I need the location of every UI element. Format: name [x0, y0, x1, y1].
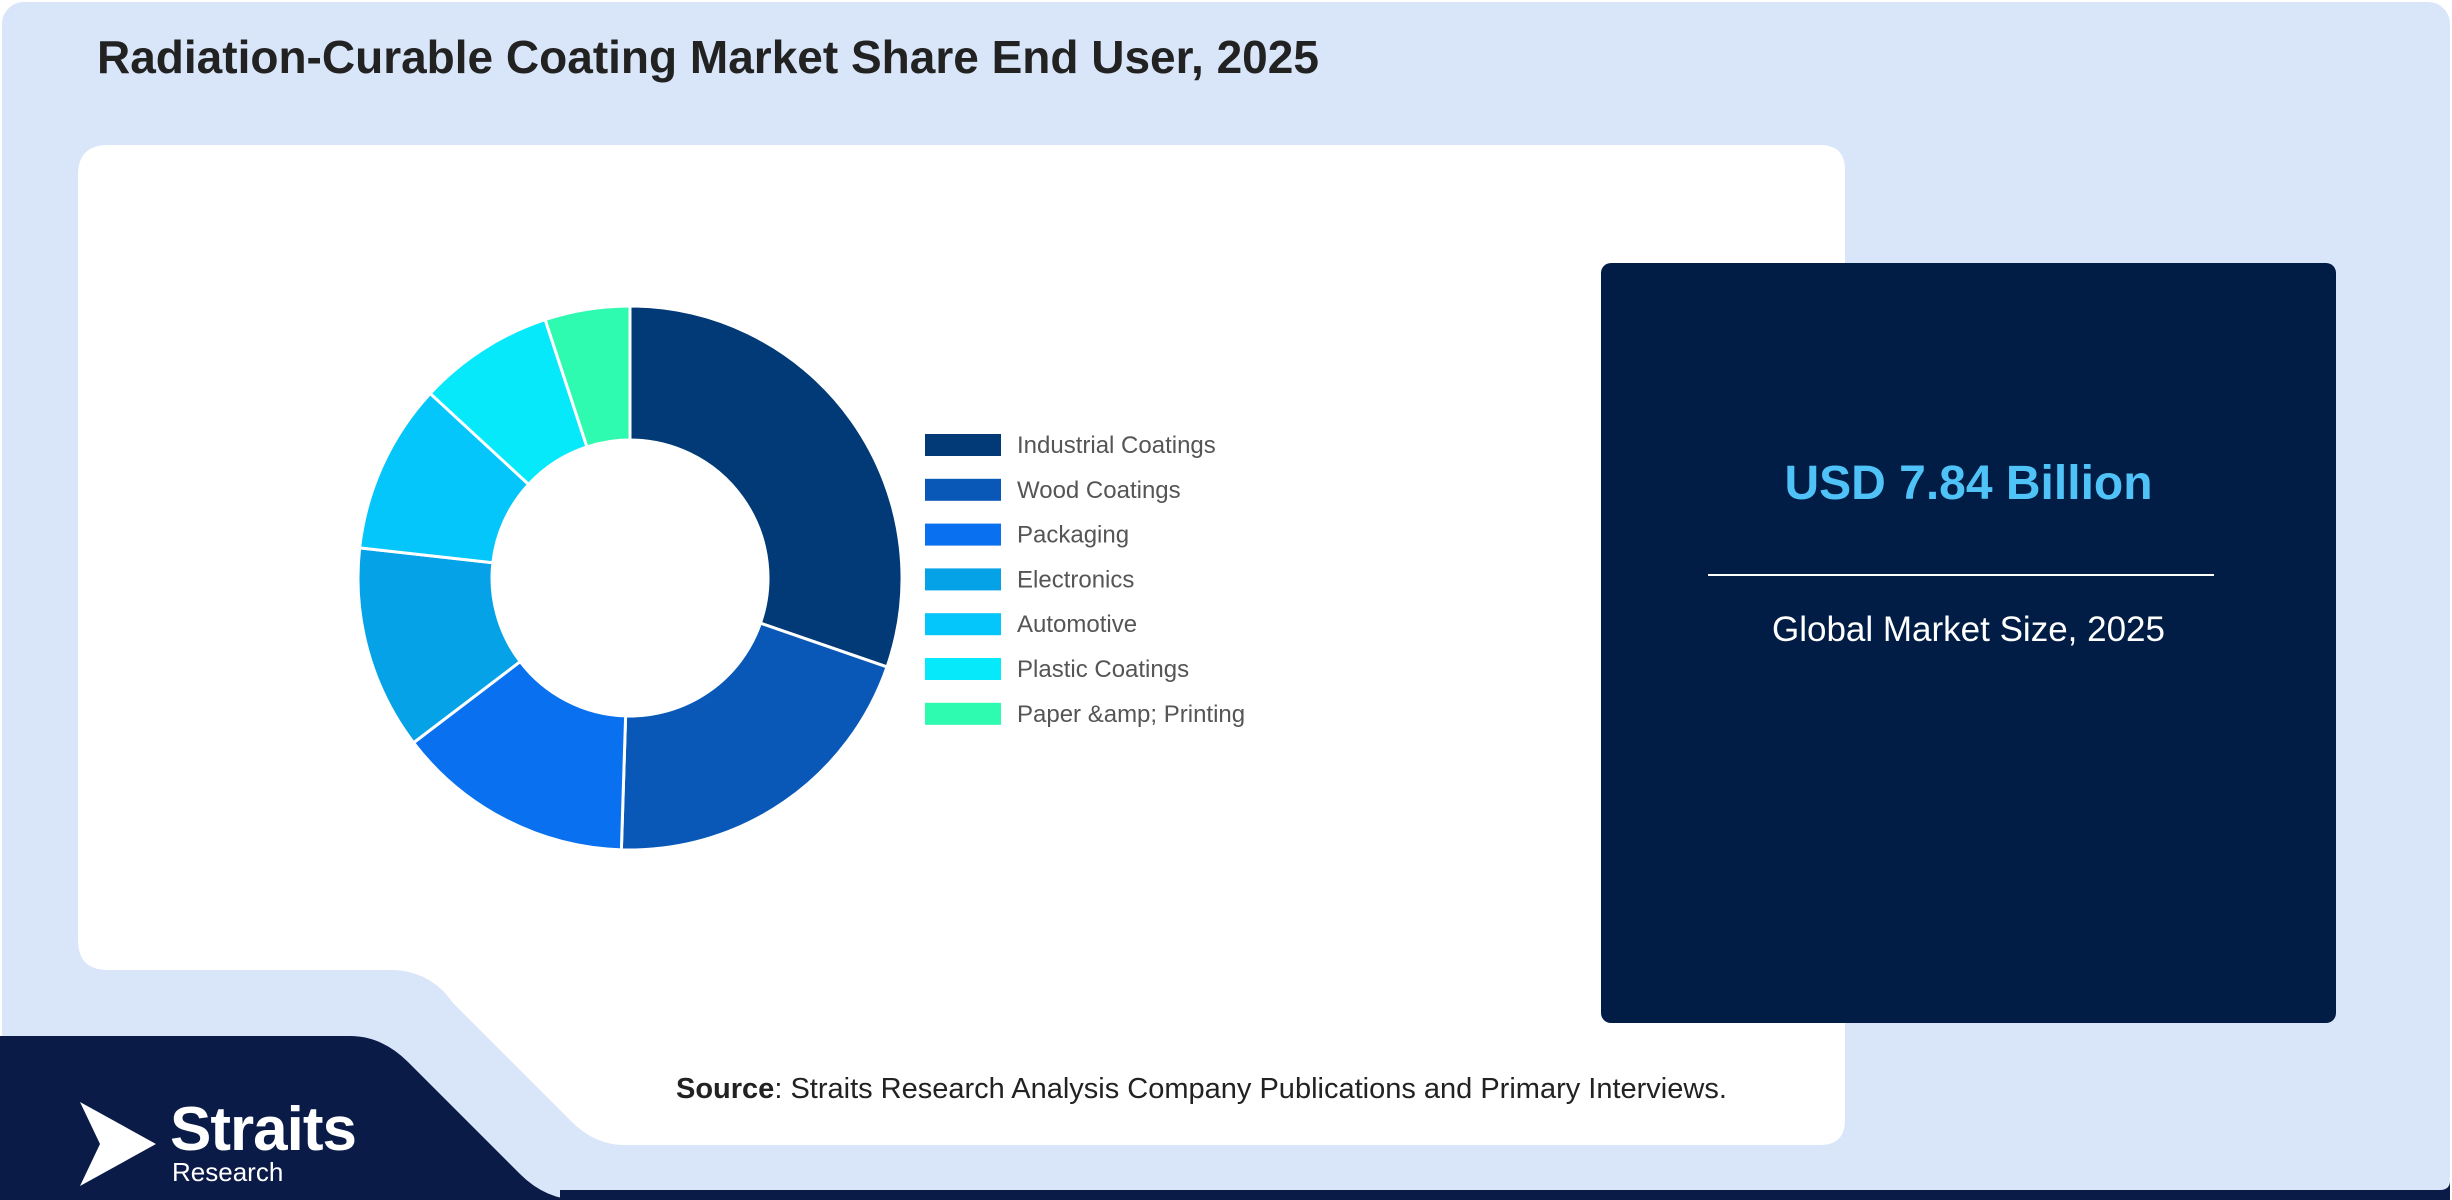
market-size-label: Global Market Size, 2025: [1772, 610, 2165, 649]
legend-label-2: Wood Coatings: [1017, 477, 1181, 504]
logo-name: Straits: [170, 1095, 357, 1164]
chart-legend: Industrial Coatings Wood Coatings Packagin…: [925, 432, 1245, 728]
source-text: : Straits Research Analysis Company Publ…: [774, 1073, 1727, 1105]
donut-slice-7: [543, 304, 632, 449]
legend-swatch-5: [925, 613, 1001, 636]
straits-arrow-logo-icon: [80, 1102, 156, 1186]
card-divider: [1708, 574, 2214, 576]
legend-label-7: Paper &amp; Printing: [1017, 701, 1245, 728]
logo-subtitle: Research: [172, 1157, 284, 1187]
legend-swatch-4: [925, 568, 1001, 591]
donut-slice-2: [619, 621, 889, 852]
straits-research-logo: Straits Research: [78, 1095, 398, 1195]
legend-swatch-1: [925, 434, 1001, 456]
chart-title: Radiation-Curable Coating Market Share E…: [97, 31, 1319, 83]
legend-label-6: Plastic Coatings: [1017, 656, 1189, 683]
dark-bottom-strip: [560, 1180, 2450, 1200]
legend-label-1: Industrial Coatings: [1017, 432, 1216, 459]
market-size-value: USD 7.84 Billion: [1784, 457, 2153, 510]
market-size-card: USD 7.84 Billion Global Market Size, 202…: [1601, 263, 2336, 1023]
legend-label-5: Automotive: [1017, 611, 1137, 638]
source-note: Source: Straits Research Analysis Compan…: [676, 1073, 1727, 1106]
legend-label-4: Electronics: [1017, 566, 1134, 593]
legend-swatch-7: [925, 702, 1001, 725]
legend-label-3: Packaging: [1017, 522, 1129, 549]
source-label: Source: [676, 1073, 775, 1105]
donut-slice-4: [356, 546, 523, 745]
donut-slices: [356, 304, 904, 852]
legend-swatch-6: [925, 658, 1001, 680]
donut-slice-3: [411, 659, 628, 852]
legend-swatch-3: [925, 523, 1001, 546]
legend-swatch-2: [925, 478, 1001, 501]
donut-slice-1: [628, 304, 904, 669]
dark-bottom-band: [0, 1036, 580, 1200]
